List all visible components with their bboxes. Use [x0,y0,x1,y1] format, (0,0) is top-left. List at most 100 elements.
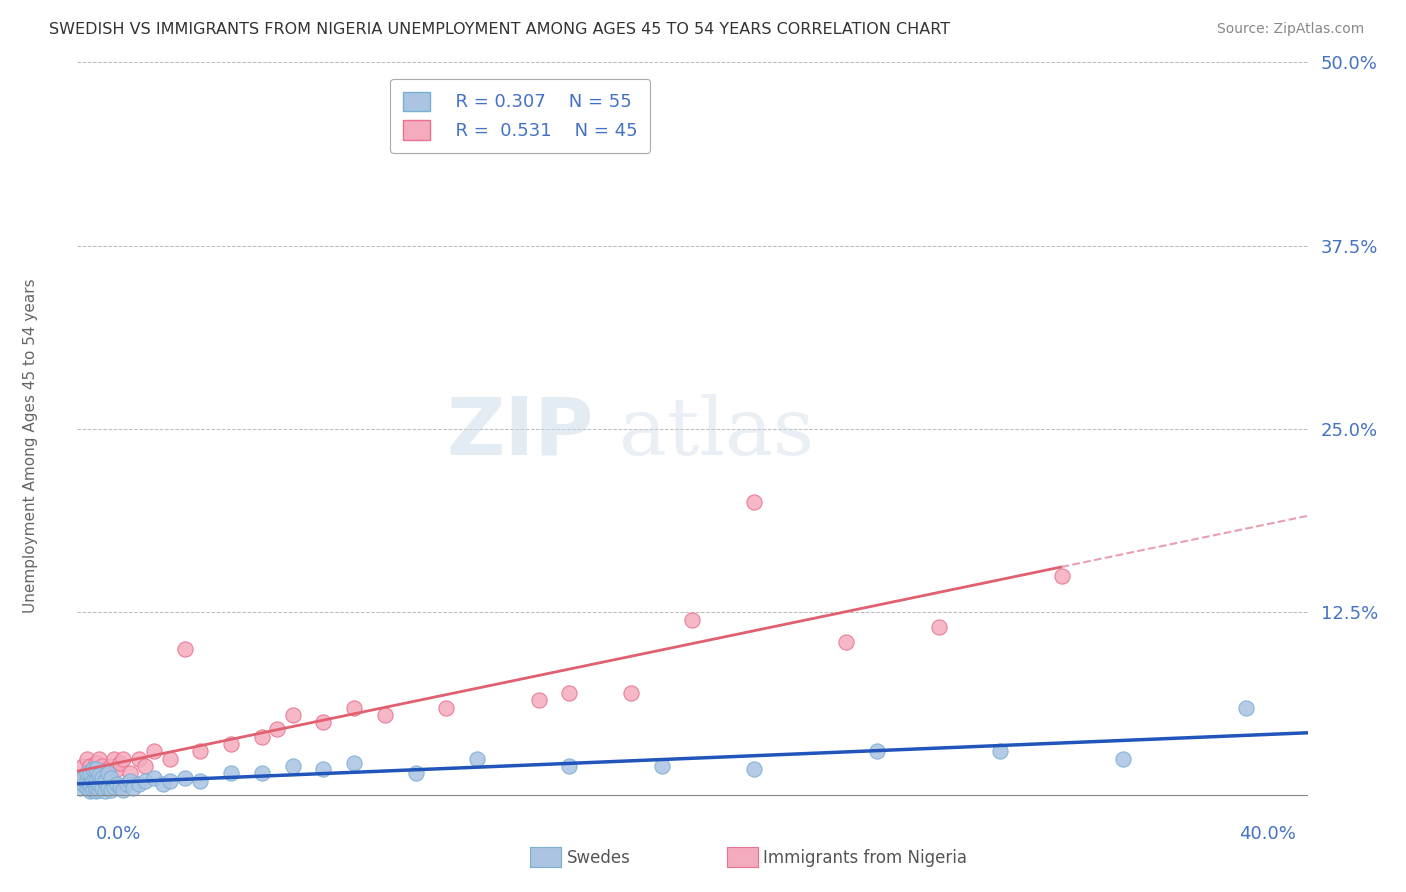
Point [94,784,117,798]
Point [742,762,765,776]
Point [343,756,366,771]
Point [266,723,288,737]
Point [84,780,107,794]
Point [143,744,166,758]
Point [90,781,114,796]
Point [90,771,114,785]
Point [94,766,117,780]
Point [118,766,141,780]
Point [82,773,104,788]
Point [1234,700,1257,714]
Point [988,744,1011,758]
Point [84,773,107,788]
Legend:   R = 0.307    N = 55,   R =  0.531    N = 45: R = 0.307 N = 55, R = 0.531 N = 45 [389,78,651,153]
Point [87,777,110,791]
Text: SWEDISH VS IMMIGRANTS FROM NIGERIA UNEMPLOYMENT AMONG AGES 45 TO 54 YEARS CORREL: SWEDISH VS IMMIGRANTS FROM NIGERIA UNEMP… [49,22,950,37]
Point [110,780,132,794]
Point [100,782,122,797]
Point [312,762,335,776]
Point [90,759,114,773]
Point [312,715,335,730]
Point [76,773,98,788]
Point [72,777,94,791]
Point [188,744,212,758]
Point [405,766,427,780]
Point [94,773,117,788]
Text: Swedes: Swedes [567,849,630,867]
Point [465,752,488,766]
Point [110,756,132,771]
Point [79,777,101,791]
Point [87,782,110,797]
Point [112,752,135,766]
Point [82,762,104,776]
Text: 0.0%: 0.0% [96,825,141,843]
Point [103,780,125,794]
Point [90,771,114,785]
Point [143,771,166,785]
Point [87,762,110,776]
Text: Immigrants from Nigeria: Immigrants from Nigeria [763,849,967,867]
Point [436,700,458,714]
Point [69,781,91,796]
Point [188,773,212,788]
Point [152,777,174,791]
Text: atlas: atlas [619,393,814,472]
Point [112,782,135,797]
Point [343,700,366,714]
Point [97,781,120,796]
Point [1050,568,1073,582]
Point [128,777,150,791]
Point [100,771,122,785]
Point [128,752,150,766]
Point [159,773,181,788]
Text: 40.0%: 40.0% [1240,825,1296,843]
Point [87,752,110,766]
Point [134,773,156,788]
Point [250,766,273,780]
Point [84,762,107,776]
Point [374,707,396,722]
Point [105,762,128,776]
Point [219,766,242,780]
Point [742,495,765,509]
Point [682,613,704,627]
Point [174,641,197,656]
Point [87,768,110,782]
Point [79,784,101,798]
Point [250,730,273,744]
Text: Source: ZipAtlas.com: Source: ZipAtlas.com [1216,22,1364,37]
Point [79,766,101,780]
Point [281,707,304,722]
Point [174,771,197,785]
Point [82,782,104,797]
Point [84,756,107,771]
Point [558,759,581,773]
Point [97,762,120,776]
Point [72,771,94,785]
Point [82,771,104,785]
Point [527,693,550,707]
Point [281,759,304,773]
Point [103,752,125,766]
Point [76,781,98,796]
Point [620,686,643,700]
Point [69,773,91,788]
Point [79,773,101,788]
Point [134,759,156,773]
Point [1112,752,1135,766]
Point [100,759,122,773]
Text: Unemployment Among Ages 45 to 54 years: Unemployment Among Ages 45 to 54 years [24,278,38,614]
Point [159,752,181,766]
Point [219,737,242,751]
Point [76,766,98,780]
Point [118,773,141,788]
Point [115,777,138,791]
Point [76,766,98,780]
Point [79,759,101,773]
Point [76,752,98,766]
Point [121,781,143,796]
Point [835,634,858,648]
Point [72,759,94,773]
Point [72,771,94,785]
